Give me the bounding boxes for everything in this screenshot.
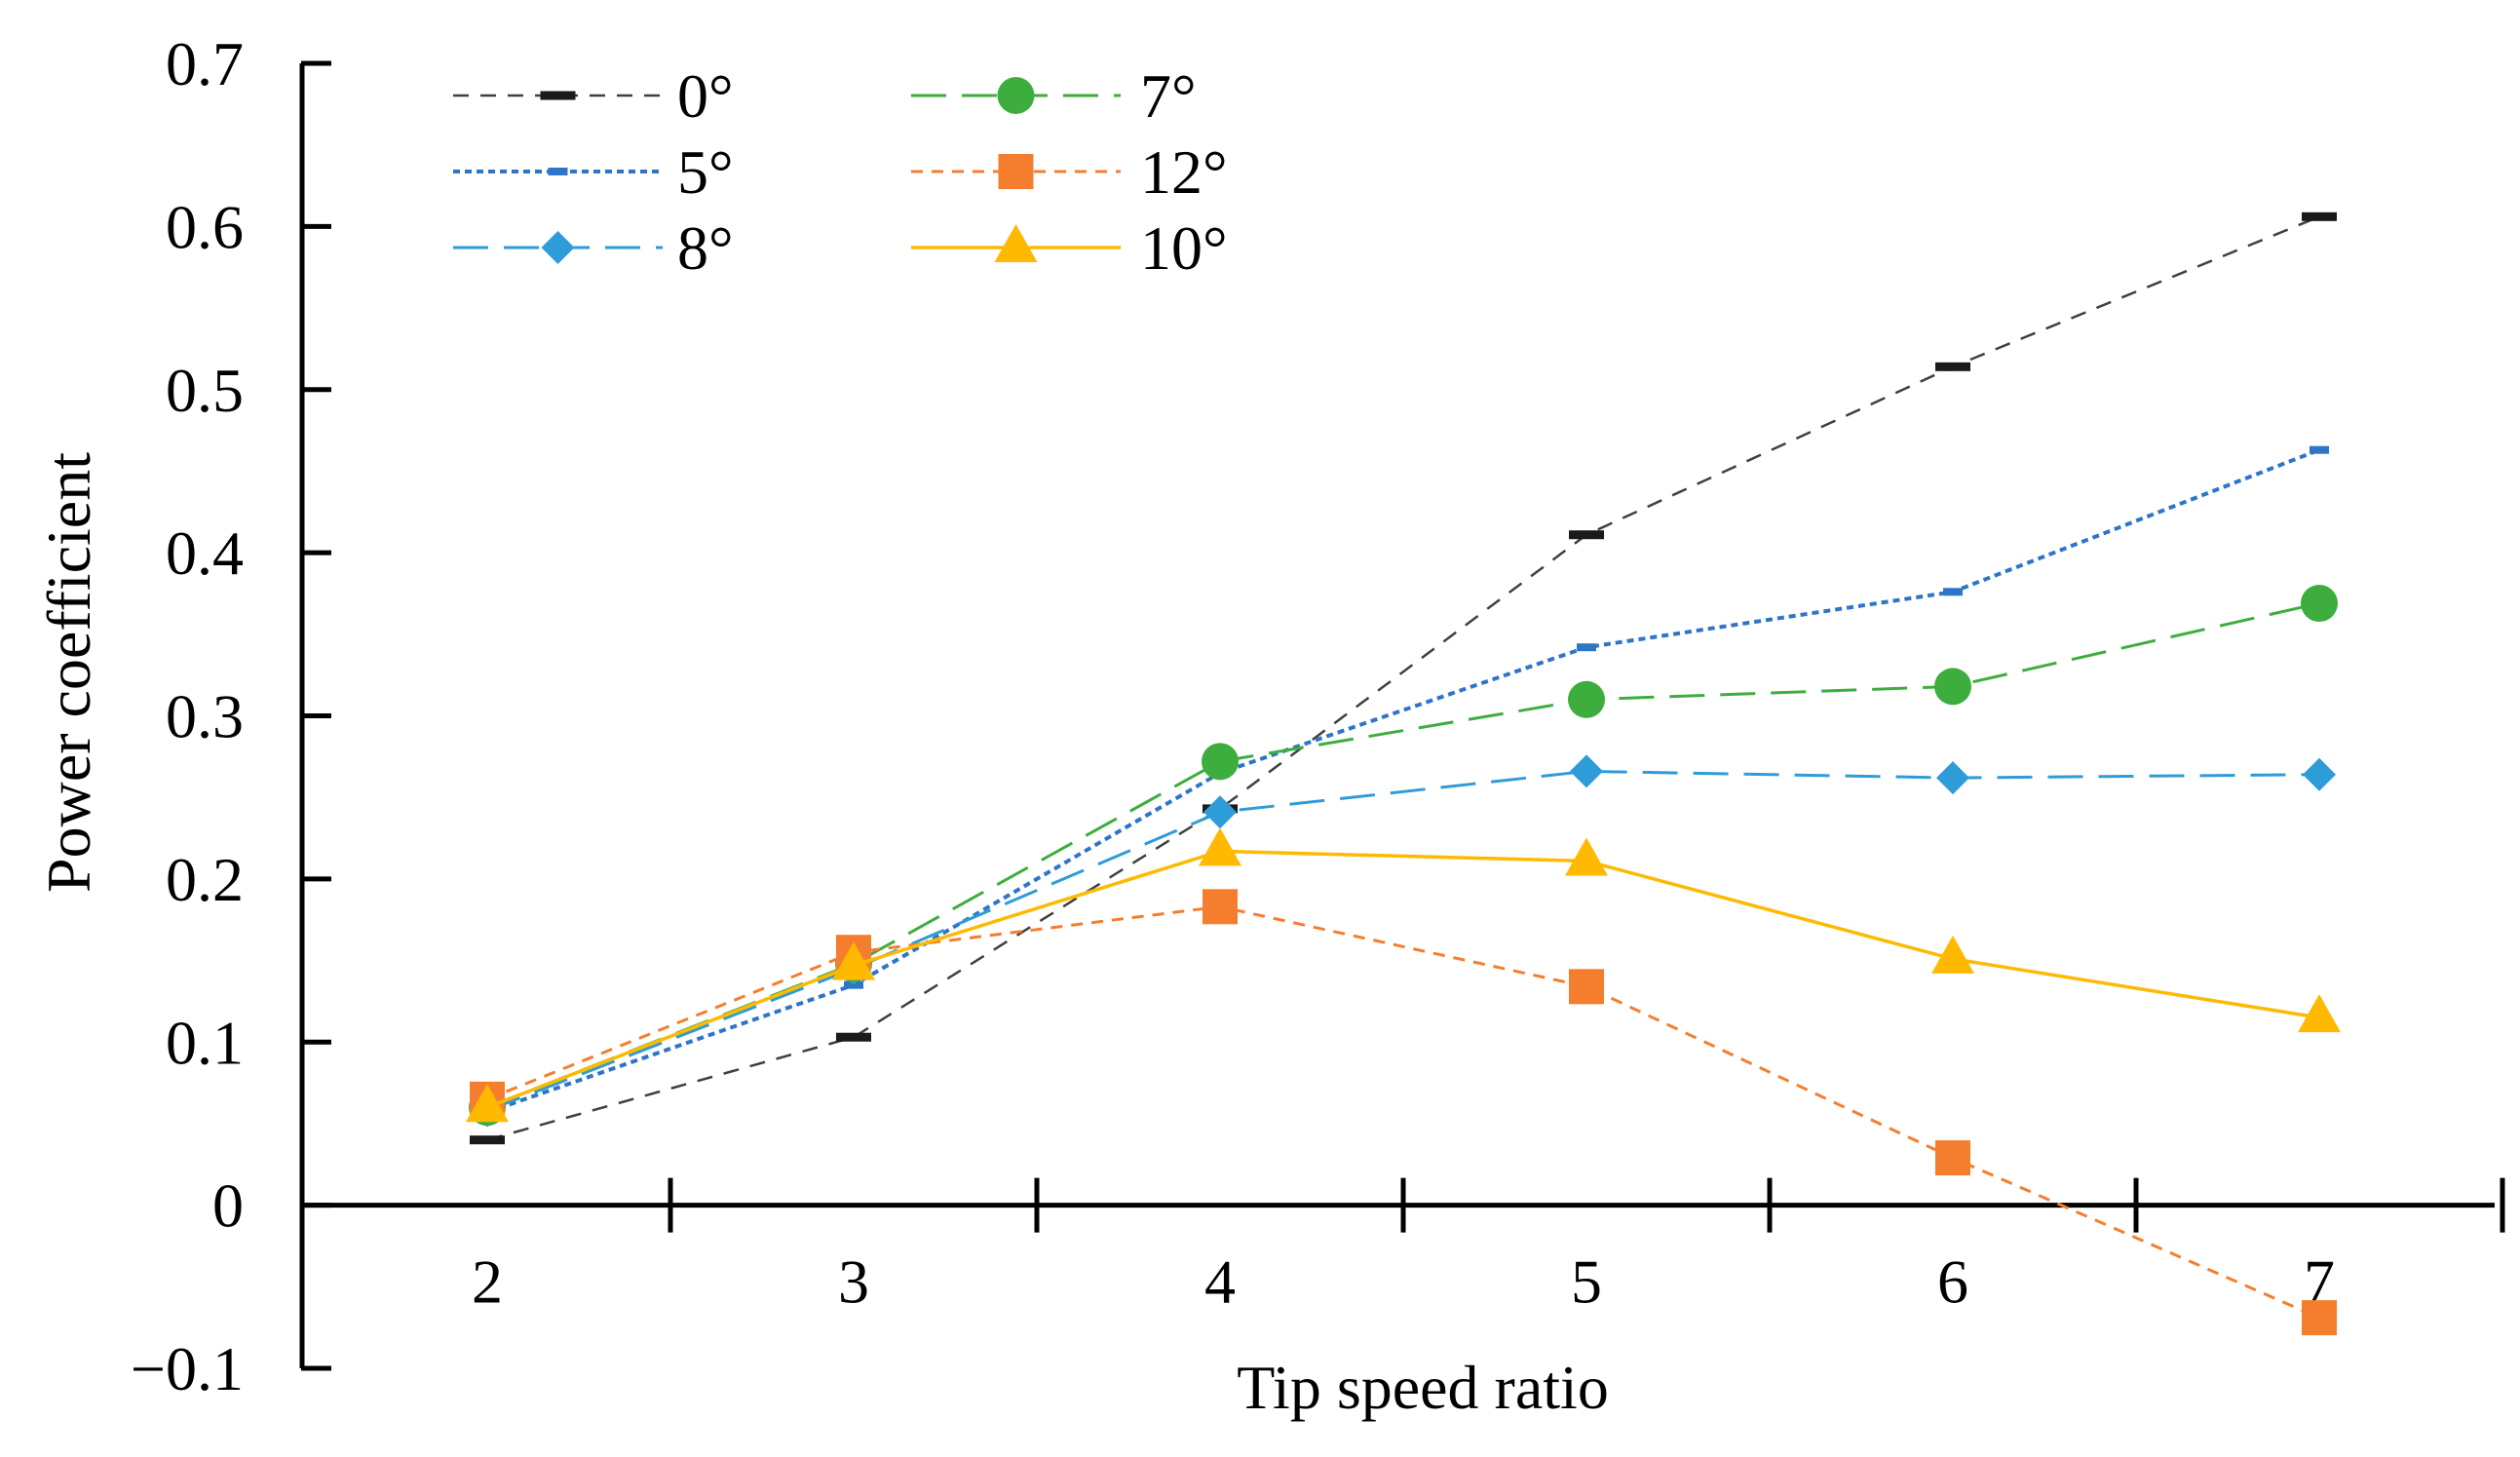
- legend-label: 0°: [677, 61, 734, 131]
- data-point: [1577, 643, 1596, 652]
- y-tick-label: 0.4: [166, 518, 244, 588]
- data-point: [1203, 889, 1238, 925]
- series-line: [486, 447, 2320, 1115]
- y-tick-label: 0.1: [166, 1008, 244, 1077]
- legend-marker: [541, 231, 575, 264]
- data-point: [1934, 668, 1971, 706]
- y-tick-label: 0.5: [166, 356, 244, 425]
- y-tick-label: −0.1: [131, 1334, 244, 1403]
- data-point: [466, 1084, 509, 1123]
- data-point: [1202, 743, 1239, 781]
- series-line: [486, 904, 2320, 1320]
- legend-marker: [994, 224, 1038, 262]
- data-point: [1569, 530, 1604, 540]
- data-point: [2301, 585, 2338, 623]
- legend-entry: 8°: [453, 213, 734, 283]
- legend-marker: [997, 77, 1035, 114]
- data-point: [2303, 757, 2336, 791]
- x-tick-label: 5: [1571, 1247, 1602, 1317]
- y-axis-title: Power coefficient: [34, 452, 103, 893]
- y-tick-label: 0: [212, 1171, 244, 1241]
- legend-entry: 0°: [453, 61, 734, 131]
- x-tick-label: 4: [1204, 1247, 1236, 1317]
- data-point: [1570, 754, 1603, 788]
- legend-label: 7°: [1140, 61, 1197, 131]
- series-5: [466, 827, 2341, 1123]
- data-point: [1199, 827, 1241, 866]
- series-4: [470, 889, 2337, 1336]
- legend-label: 10°: [1140, 213, 1228, 283]
- data-point: [1943, 588, 1963, 596]
- axes: −0.100.10.20.30.40.50.60.72 3 4 5 6 7: [131, 29, 2505, 1403]
- legend-marker: [548, 168, 568, 175]
- legend-marker: [998, 154, 1034, 189]
- x-tick-label: 3: [838, 1247, 869, 1317]
- y-tick-label: 0.3: [166, 682, 244, 751]
- series-line: [486, 849, 2320, 1109]
- data-point: [1565, 837, 1608, 876]
- y-tick-label: 0.6: [166, 192, 244, 261]
- data-point: [1203, 795, 1237, 829]
- data-point: [2310, 445, 2329, 454]
- data-point: [2302, 1300, 2337, 1336]
- x-axis-title: Tip speed ratio: [1237, 1353, 1609, 1422]
- legend-entry: 7°: [911, 61, 1197, 131]
- y-tick-label: 0.7: [166, 29, 244, 98]
- x-tick-label: 2: [472, 1247, 503, 1317]
- data-point: [1935, 362, 1970, 371]
- data-point: [832, 941, 875, 980]
- data-point: [1568, 680, 1605, 718]
- legend-entry: 5°: [453, 137, 734, 207]
- y-tick-label: 0.2: [166, 845, 244, 914]
- series-1: [477, 445, 2329, 1117]
- series-line: [486, 769, 2320, 1112]
- data-point: [1935, 1140, 1970, 1176]
- series-line: [486, 215, 2320, 1141]
- data-point: [836, 1032, 871, 1042]
- x-tick-label: 6: [1937, 1247, 1968, 1317]
- data-point: [1931, 935, 1974, 974]
- legend-entry: 10°: [911, 213, 1228, 283]
- data-point: [1569, 969, 1604, 1005]
- legend-label: 12°: [1140, 137, 1228, 207]
- legend-label: 5°: [677, 137, 734, 207]
- series-layer: [466, 211, 2341, 1336]
- series-2: [471, 754, 2336, 1128]
- legend-label: 8°: [677, 213, 734, 283]
- legend-entry: 12°: [911, 137, 1228, 207]
- data-point: [2302, 211, 2337, 221]
- legend: 0°5°8° 7°12°10°: [453, 61, 1228, 283]
- data-point: [470, 1135, 505, 1145]
- data-point: [2298, 994, 2341, 1033]
- legend-marker: [540, 91, 576, 100]
- data-point: [1936, 761, 1969, 795]
